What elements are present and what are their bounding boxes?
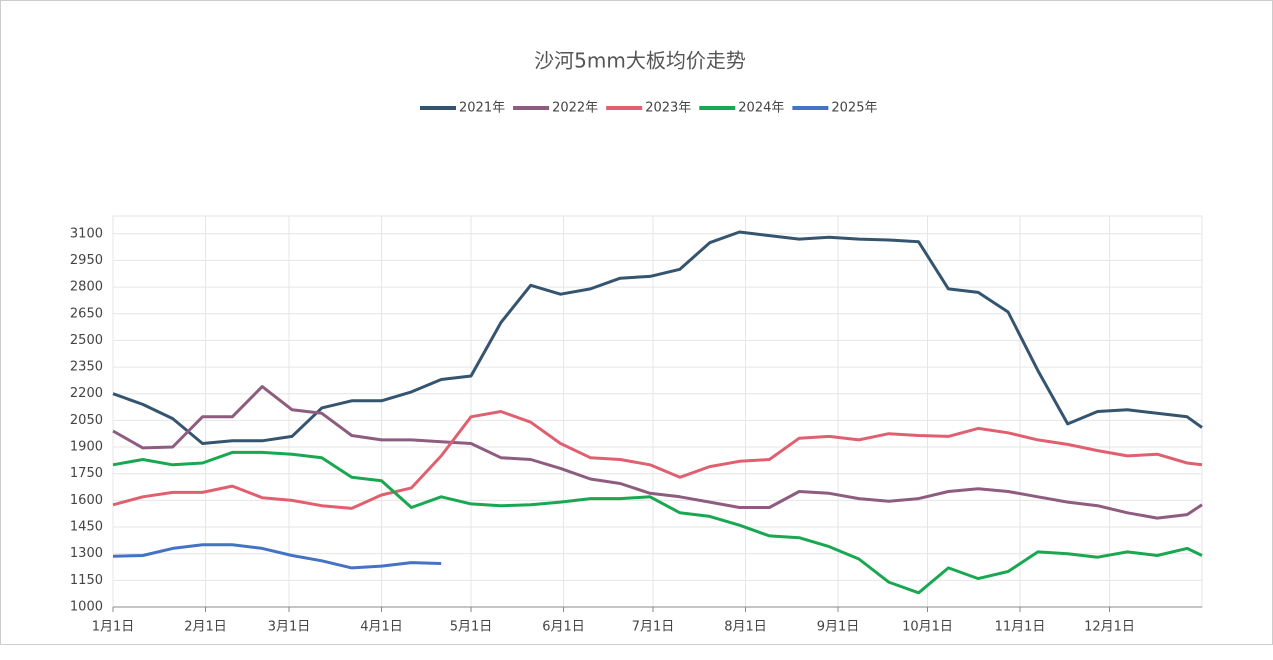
x-tick-label: 10月1日 xyxy=(902,620,953,635)
y-tick-label: 2050 xyxy=(70,413,103,428)
x-tick-label: 5月1日 xyxy=(450,620,493,635)
x-tick-label: 9月1日 xyxy=(817,620,860,635)
chart-title: 沙河5mm大板均价走势 xyxy=(534,49,746,73)
x-tick-label: 8月1日 xyxy=(724,620,767,635)
y-tick-label: 2350 xyxy=(70,360,103,375)
y-tick-label: 1000 xyxy=(70,600,103,615)
x-tick-label: 3月1日 xyxy=(268,620,311,635)
y-tick-label: 1150 xyxy=(70,573,103,588)
legend-label: 2025年 xyxy=(831,101,877,116)
y-tick-label: 1450 xyxy=(70,520,103,535)
series-line xyxy=(112,385,1203,520)
series-line xyxy=(112,230,1203,445)
legend-label: 2023年 xyxy=(645,101,691,116)
y-tick-label: 2800 xyxy=(70,280,103,295)
y-tick-label: 2650 xyxy=(70,306,103,321)
frame xyxy=(0,0,1273,645)
x-tick-label: 11月1日 xyxy=(995,620,1046,635)
y-tick-label: 1900 xyxy=(70,440,103,455)
legend-label: 2022年 xyxy=(552,101,598,116)
series-line xyxy=(112,410,1203,510)
legend-label: 2024年 xyxy=(738,101,784,116)
x-tick-label: 7月1日 xyxy=(632,620,675,635)
y-tick-label: 1750 xyxy=(70,466,103,481)
y-tick-label: 2200 xyxy=(70,386,103,401)
x-tick-label: 2月1日 xyxy=(184,620,227,635)
y-tick-label: 1300 xyxy=(70,546,103,561)
series-line xyxy=(112,450,1203,595)
series-line xyxy=(112,543,442,570)
y-tick-label: 3100 xyxy=(70,226,103,241)
x-tick-label: 12月1日 xyxy=(1084,620,1135,635)
y-tick-label: 2500 xyxy=(70,333,103,348)
x-tick-label: 1月1日 xyxy=(92,620,135,635)
legend-label: 2021年 xyxy=(459,101,505,116)
x-tick-label: 4月1日 xyxy=(360,620,403,635)
x-tick-label: 6月1日 xyxy=(542,620,585,635)
y-tick-label: 1600 xyxy=(70,493,103,508)
y-tick-label: 2950 xyxy=(70,253,103,268)
